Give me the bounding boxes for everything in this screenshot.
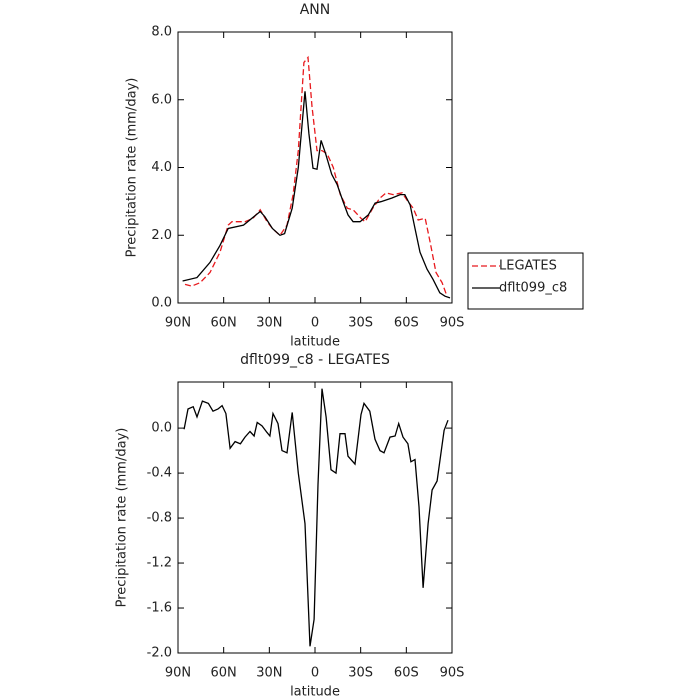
data-line [183, 388, 449, 647]
x-tick-label: 30S [348, 666, 373, 681]
x-tick-label: 60N [211, 666, 237, 681]
legend-label: LEGATES [499, 259, 557, 274]
data-line [182, 91, 451, 299]
y-axis-label: Precipitation rate (mm/day) [115, 428, 130, 608]
y-tick-label: 0.0 [151, 421, 172, 436]
y-tick-label: 8.0 [151, 25, 172, 40]
x-tick-label: 90S [440, 316, 465, 331]
x-tick-label: 90S [440, 666, 465, 681]
chart-title: dflt099_c8 - LEGATES [240, 352, 390, 368]
plot-frame [177, 381, 453, 654]
chart-title: ANN [300, 2, 331, 18]
legend-box [467, 252, 584, 310]
y-tick-label: 0.0 [151, 296, 172, 311]
y-tick-label: 4.0 [151, 160, 172, 175]
x-tick-label: 90N [165, 316, 191, 331]
y-tick-label: 2.0 [151, 228, 172, 243]
x-axis-label: latitude [290, 335, 340, 350]
y-axis-label: Precipitation rate (mm/day) [125, 78, 140, 258]
x-tick-label: 60S [394, 666, 419, 681]
data-line [184, 55, 448, 297]
y-tick-label: -0.4 [147, 466, 172, 481]
y-tick-label: 6.0 [151, 92, 172, 107]
y-tick-label: -1.6 [147, 601, 172, 616]
legend-label: dflt099_c8 [499, 281, 567, 296]
x-tick-label: 60S [394, 316, 419, 331]
x-tick-label: 30S [348, 316, 373, 331]
x-tick-label: 0 [311, 666, 319, 681]
plot-frame [177, 31, 453, 304]
y-tick-label: -0.8 [147, 511, 172, 526]
x-tick-label: 30N [256, 316, 282, 331]
x-tick-label: 0 [311, 316, 319, 331]
y-tick-label: -1.2 [147, 556, 172, 571]
x-tick-label: 30N [256, 666, 282, 681]
x-tick-label: 60N [211, 316, 237, 331]
y-tick-label: -2.0 [147, 646, 172, 661]
x-tick-label: 90N [165, 666, 191, 681]
x-axis-label: latitude [290, 685, 340, 700]
